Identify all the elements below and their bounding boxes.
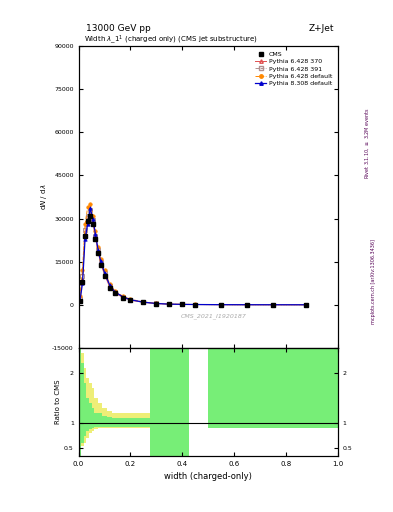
Y-axis label: Ratio to CMS: Ratio to CMS <box>55 379 61 424</box>
Text: mcplots.cern.ch [arXiv:1306.3436]: mcplots.cern.ch [arXiv:1306.3436] <box>371 239 376 324</box>
Text: CMS_2021_I1920187: CMS_2021_I1920187 <box>180 314 246 319</box>
Y-axis label: $\mathrm{d}N\ /\ \mathrm{d}\lambda$: $\mathrm{d}N\ /\ \mathrm{d}\lambda$ <box>39 184 50 210</box>
Legend: CMS, Pythia 6.428 370, Pythia 6.428 391, Pythia 6.428 default, Pythia 8.308 defa: CMS, Pythia 6.428 370, Pythia 6.428 391,… <box>253 49 335 89</box>
Text: Width $\lambda$_1$^1$ (charged only) (CMS jet substructure): Width $\lambda$_1$^1$ (charged only) (CM… <box>84 33 258 46</box>
Text: Rivet 3.1.10, $\geq$ 3.2M events: Rivet 3.1.10, $\geq$ 3.2M events <box>364 108 371 179</box>
X-axis label: width (charged-only): width (charged-only) <box>164 472 252 481</box>
Text: 13000 GeV pp: 13000 GeV pp <box>86 24 151 33</box>
Text: Z+Jet: Z+Jet <box>309 24 334 33</box>
